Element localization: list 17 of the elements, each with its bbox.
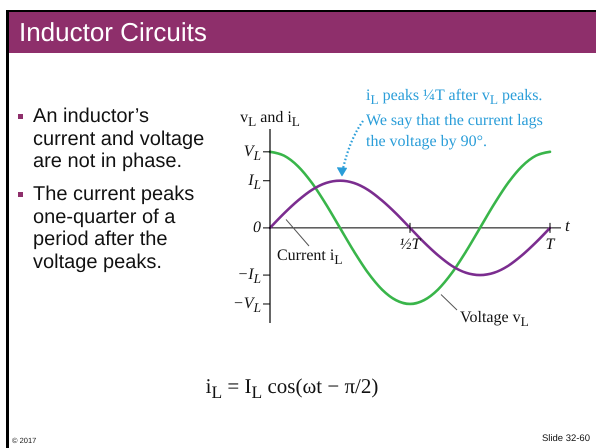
chart-title: Inductor Circuits xyxy=(19,17,207,47)
text: I$_{L}$ xyxy=(248,170,261,194)
series-label: Current i$_{L}$ xyxy=(277,246,342,270)
text: V$_{L}$ xyxy=(244,142,261,165)
x-tick-label: T xyxy=(546,236,556,253)
text: Slide 32-60 xyxy=(542,433,590,444)
text: −I$_{L}$ xyxy=(237,265,261,288)
text: The current peaks one-quarter of a period after the voltage peaks. xyxy=(33,183,196,273)
text: 0 xyxy=(253,218,261,238)
text: i$_{L}$ peaks ¼T after v$_{L}$ peaks. We say that the current lags the voltage by 90°. xyxy=(366,86,544,152)
text: −V$_{L}$ xyxy=(233,294,261,318)
text: i$_{L}$ = I$_{L}$ cos(ωt − π/2) xyxy=(204,373,380,404)
series-label: Voltage v$_{L}$ xyxy=(460,308,529,332)
text: An inductor’s current and voltage are not in phase. xyxy=(33,105,206,172)
x-axis-title: t xyxy=(565,216,570,236)
x-tick-label: ½T xyxy=(400,236,422,253)
y-axis-title: v$_{L}$ and i$_{L}$ xyxy=(239,109,301,132)
